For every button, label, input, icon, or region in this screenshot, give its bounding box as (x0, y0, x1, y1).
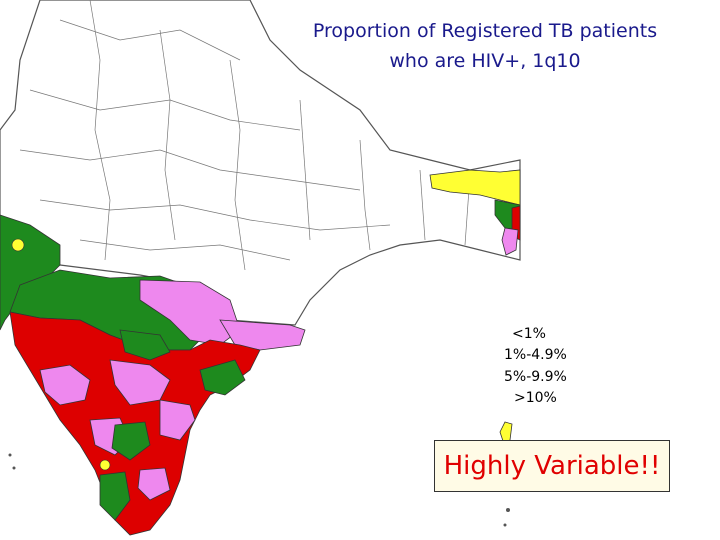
map-region-pink-south-3 (159, 399, 196, 441)
map-island-dot-1 (506, 508, 510, 512)
legend-item-5-9_9: 5%-9.9% (504, 369, 567, 385)
map-region-pink-northeast (501, 227, 519, 256)
map-island-dot-2 (503, 523, 507, 527)
map-island-dot-4 (12, 466, 16, 470)
map-island-dot-3 (8, 453, 12, 457)
map-region-green-south-3 (99, 471, 131, 521)
map-region-yellow-speck-2 (99, 459, 111, 471)
map-title-line-1: Proportion of Registered TB patients (312, 20, 658, 42)
map-title: Proportion of Registered TB patients who… (280, 16, 690, 76)
map-region-green-south-2 (111, 421, 151, 461)
map-region-green-south-4 (199, 359, 246, 396)
legend-item-1-4_9: 1%-4.9% (504, 347, 567, 363)
map-region-pink-south-1 (39, 364, 91, 406)
map-title-line-2: who are HIV+, 1q10 (389, 50, 581, 72)
highly-variable-callout: Highly Variable!! (434, 440, 670, 492)
map-region-yellow-speck-1 (11, 238, 25, 252)
legend-item-gt10: >10% (514, 390, 557, 406)
map-region-yellow-northeast (429, 169, 521, 206)
map-region-green-south-1 (119, 329, 171, 361)
map-region-pink-south-5 (137, 467, 171, 501)
legend-item-lt1: <1% (512, 326, 546, 342)
